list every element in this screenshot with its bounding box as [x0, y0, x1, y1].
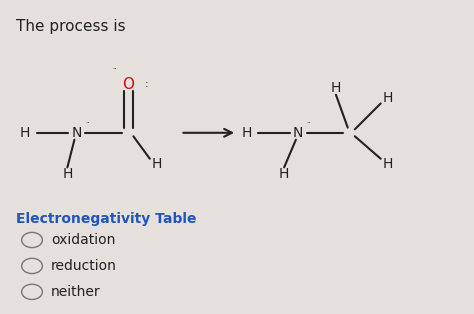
- Text: O: O: [123, 77, 135, 92]
- Text: H: H: [241, 126, 252, 140]
- Text: N: N: [72, 126, 82, 140]
- Text: The process is: The process is: [16, 19, 125, 34]
- Text: ··: ··: [112, 66, 117, 72]
- Text: H: H: [152, 157, 162, 171]
- Text: N: N: [293, 126, 303, 140]
- Text: ··: ··: [85, 120, 90, 126]
- Text: H: H: [279, 167, 289, 181]
- Text: H: H: [383, 157, 393, 171]
- Text: reduction: reduction: [51, 259, 117, 273]
- Text: :: :: [145, 79, 148, 89]
- Text: Electronegativity Table: Electronegativity Table: [16, 212, 196, 226]
- Text: H: H: [383, 91, 393, 105]
- Text: H: H: [20, 126, 30, 140]
- Text: H: H: [331, 81, 341, 95]
- Text: H: H: [62, 167, 73, 181]
- Text: oxidation: oxidation: [51, 233, 115, 247]
- Text: neither: neither: [51, 285, 100, 299]
- Text: ··: ··: [306, 120, 311, 126]
